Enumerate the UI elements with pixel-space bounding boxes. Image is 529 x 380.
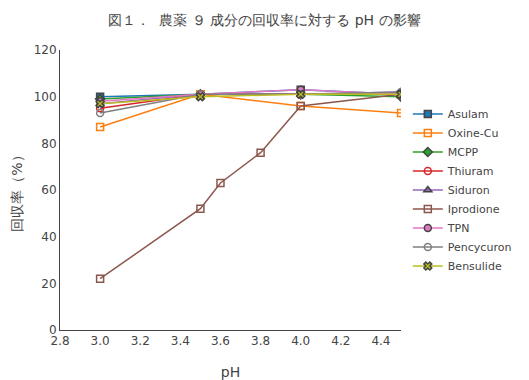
svg-text:pH: pH	[221, 364, 240, 380]
svg-text:Oxine-Cu: Oxine-Cu	[448, 127, 499, 140]
svg-text:40: 40	[41, 230, 56, 244]
svg-text:MCPP: MCPP	[448, 146, 479, 159]
svg-text:Siduron: Siduron	[448, 184, 490, 197]
svg-text:TPN: TPN	[447, 222, 470, 235]
svg-text:0: 0	[49, 323, 57, 337]
svg-text:図１． 農薬 ９ 成分の回収率に対する pH の影響: 図１． 農薬 ９ 成分の回収率に対する pH の影響	[108, 12, 420, 28]
svg-text:100: 100	[34, 90, 57, 104]
svg-text:Iprodione: Iprodione	[448, 203, 500, 216]
svg-text:Pencycuron: Pencycuron	[448, 241, 512, 254]
svg-text:4.4: 4.4	[371, 334, 390, 348]
svg-text:3.0: 3.0	[91, 334, 110, 348]
svg-text:80: 80	[41, 137, 56, 151]
svg-text:Bensulide: Bensulide	[448, 260, 502, 273]
svg-text:20: 20	[41, 277, 56, 291]
svg-text:120: 120	[34, 43, 57, 57]
svg-text:2.8: 2.8	[50, 334, 69, 348]
svg-text:回収率（%）: 回収率（%）	[9, 148, 25, 231]
svg-text:Asulam: Asulam	[448, 108, 489, 121]
svg-text:3.4: 3.4	[171, 334, 190, 348]
svg-text:3.6: 3.6	[211, 334, 230, 348]
svg-text:Thiuram: Thiuram	[447, 165, 494, 178]
svg-text:3.2: 3.2	[131, 334, 150, 348]
svg-text:3.8: 3.8	[251, 334, 270, 348]
svg-text:60: 60	[41, 183, 56, 197]
svg-text:4.0: 4.0	[291, 334, 310, 348]
svg-text:4.2: 4.2	[331, 334, 350, 348]
